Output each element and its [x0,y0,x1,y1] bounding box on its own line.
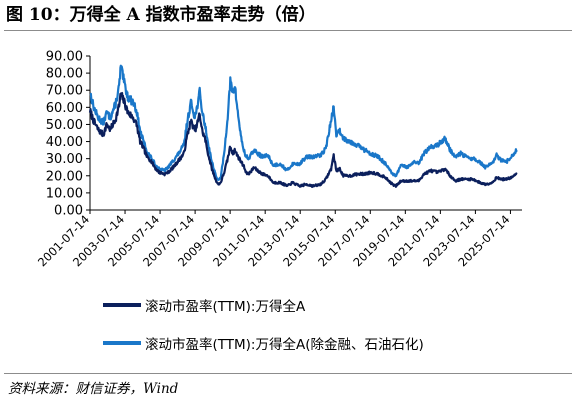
legend-label-all-a: 滚动市盈率(TTM):万得全A [145,299,306,315]
y-tick-label: 0.00 [54,204,83,219]
title-divider [4,30,572,31]
y-tick-label: 80.00 [46,67,83,82]
legend-swatch-all-a [103,303,141,307]
series-line-all-a [88,92,518,188]
source-divider [4,373,572,374]
pe-line-chart: 0.00 10.00 20.00 30.00 40.00 50.00 60.00 70.00 8… [35,50,522,269]
legend-swatch-all-a-ex-fin [103,341,141,345]
y-axis-ticks: 0.00 10.00 20.00 30.00 40.00 50.00 60.00 70.00 8… [46,50,90,219]
legend-item-all-a: 滚动市盈率(TTM):万得全A [103,295,305,315]
series-layer [88,64,518,188]
series-line-all-a-ex-fin [89,64,518,182]
chart-axes [89,56,522,211]
y-tick-label: 20.00 [46,169,83,184]
y-tick-label: 40.00 [46,135,83,150]
source-note: 资料来源：财信证券，Wind [8,381,179,397]
legend-label-all-a-ex-fin: 滚动市盈率(TTM):万得全A(除金融、石油石化) [145,337,424,353]
figure-title: 图 10：万得全 A 指数市盈率走势（倍） [6,5,316,25]
y-tick-label: 60.00 [46,101,83,116]
y-tick-label: 10.00 [46,186,83,201]
y-tick-label: 50.00 [46,118,83,133]
y-tick-label: 70.00 [46,84,83,99]
y-tick-label: 90.00 [46,50,83,65]
legend-item-all-a-ex-fin: 滚动市盈率(TTM):万得全A(除金融、石油石化) [103,333,424,353]
chart-legend: 滚动市盈率(TTM):万得全A 滚动市盈率(TTM):万得全A(除金融、石油石化… [103,295,543,365]
x-axis-ticks: 2001-07-142003-07-142005-07-142007-07-14… [35,210,513,269]
y-tick-label: 30.00 [46,152,83,167]
